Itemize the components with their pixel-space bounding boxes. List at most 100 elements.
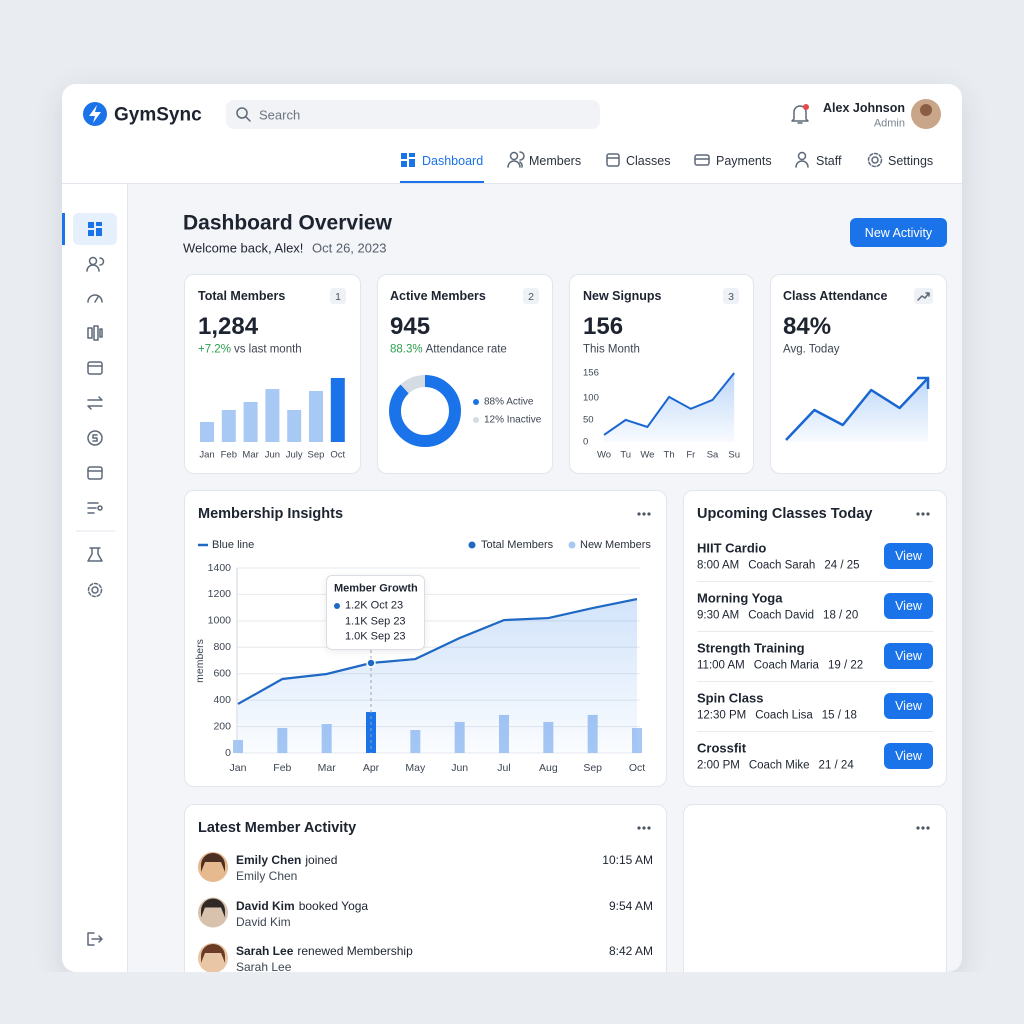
stat-change: +7.2%: [198, 343, 231, 356]
view-button[interactable]: View: [884, 543, 933, 569]
sidebar: [62, 184, 128, 972]
new-activity-button[interactable]: New Activity: [850, 218, 947, 247]
stat-value: 156: [583, 313, 624, 340]
divider: [697, 581, 933, 582]
x-tick-label: Su: [728, 450, 740, 461]
search-placeholder[interactable]: Search: [259, 107, 301, 123]
x-tick-label: Mar: [242, 450, 258, 461]
activity-title: David Kim booked Yoga: [236, 900, 368, 912]
card-title: Upcoming Classes Today: [697, 505, 873, 522]
class-spots: 21 / 24: [818, 759, 854, 772]
nav-item[interactable]: Classes: [626, 153, 671, 168]
y-axis-label: members: [194, 639, 206, 683]
activity-actor: Emily Chen: [236, 853, 302, 867]
class-name: Crossfit: [697, 740, 747, 756]
donut-segment: [389, 375, 461, 447]
more-menu[interactable]: [916, 826, 930, 830]
legend-dot: [473, 417, 479, 423]
tooltip-item: 1.0K Sep 23: [345, 630, 406, 643]
tooltip-item: 1.1K Sep 23: [345, 615, 406, 627]
badge-bg: [330, 288, 346, 304]
y-tick-label: 50: [583, 414, 594, 425]
view-button[interactable]: View: [884, 743, 933, 769]
class-time: 9:30 AM: [697, 609, 740, 622]
activity-action: renewed Membership: [297, 944, 413, 958]
nav-icons: [401, 151, 883, 168]
more-menu[interactable]: [637, 512, 651, 516]
class-coach: Coach Lisa: [755, 709, 813, 722]
tooltip-item: 1.2K Oct 23: [345, 599, 404, 612]
card-title: Latest Member Activity: [198, 819, 357, 836]
more-menu[interactable]: [916, 512, 930, 516]
class-spots: 18 / 20: [823, 609, 859, 622]
divider: [697, 631, 933, 632]
class-details: 2:00 PM Coach Mike 21 / 24: [697, 760, 854, 772]
nav-item[interactable]: Settings: [888, 153, 934, 168]
view-button[interactable]: View: [884, 693, 933, 719]
page-title: Dashboard Overview: [183, 211, 392, 235]
x-tick-label: We: [640, 450, 654, 461]
empty-card: [683, 804, 947, 994]
more-menu[interactable]: [637, 826, 651, 830]
card-title: Membership Insights: [198, 505, 344, 522]
class-coach: Coach Sarah: [748, 559, 816, 572]
stat-badge: 3: [728, 290, 734, 303]
stat-title: New Signups: [583, 288, 662, 303]
stat-title: Class Attendance: [783, 288, 888, 303]
x-tick-label: Jul: [497, 762, 510, 774]
bar: [287, 410, 302, 442]
class-coach: Coach Mike: [748, 759, 810, 772]
trend-icon: [914, 288, 933, 304]
bar: [330, 378, 345, 442]
x-tick-label: Sep: [583, 762, 602, 774]
hover-point: [366, 658, 376, 668]
brand: GymSync: [114, 104, 202, 126]
class-spots: 19 / 22: [827, 659, 864, 672]
badge-bg: [723, 288, 739, 304]
sidebar-active: [73, 213, 117, 245]
y-tick-label: 1000: [208, 615, 232, 627]
y-tick-label: 0: [583, 437, 588, 448]
bar: [309, 391, 323, 442]
area: [238, 599, 637, 753]
legend-label: Total Members: [481, 539, 554, 551]
view-button[interactable]: View: [884, 593, 933, 619]
legend-dot: [568, 541, 576, 549]
sidebar-icons[interactable]: [76, 222, 115, 946]
nav-item[interactable]: Payments: [716, 153, 772, 168]
charts: Jan Feb Mar Jun July Sep Oct 88% Active 12% Inac…: [194, 368, 930, 972]
stat-change-text: vs last month: [233, 343, 302, 356]
x-tick-label: Feb: [273, 762, 291, 774]
x-tick-label: Oct: [330, 450, 345, 461]
welcome: Welcome back, Alex!: [183, 240, 304, 256]
activity-time: 8:42 AM: [608, 944, 653, 958]
view-button[interactable]: View: [884, 643, 933, 669]
legend-dot: [473, 399, 479, 405]
notification-dot: [803, 104, 809, 110]
nav-item[interactable]: Dashboard: [422, 153, 484, 168]
avatar-hair: [201, 898, 225, 918]
bell-icon[interactable]: [791, 105, 809, 124]
search-box[interactable]: [226, 100, 600, 129]
nav-item[interactable]: Members: [529, 153, 582, 168]
stat-change-text: Avg. Today: [783, 343, 840, 356]
activity-member: Sarah Lee: [236, 960, 292, 974]
class-name: HIIT Cardio: [697, 540, 767, 556]
stat-badge: 1: [335, 290, 341, 303]
activity-member: David Kim: [236, 914, 291, 929]
x-tick-label: Sep: [308, 450, 325, 461]
nav-item[interactable]: Staff: [816, 153, 842, 168]
tooltip-title: Member Growth: [334, 582, 418, 595]
activity-title: Sarah Lee renewed Membership: [236, 945, 413, 957]
stat-value: 1,284: [198, 313, 259, 340]
bar: [221, 410, 236, 442]
stat-title: Total Members: [198, 288, 286, 303]
y-tick-label: 1400: [208, 562, 232, 574]
nav-underline: [400, 181, 484, 183]
activity-time: 10:15 AM: [602, 853, 653, 867]
stat-badge: 2: [528, 290, 534, 303]
class-details: 11:00 AM Coach Maria 19 / 22: [697, 660, 863, 672]
divider: [697, 681, 933, 682]
badge-bg: [523, 288, 539, 304]
